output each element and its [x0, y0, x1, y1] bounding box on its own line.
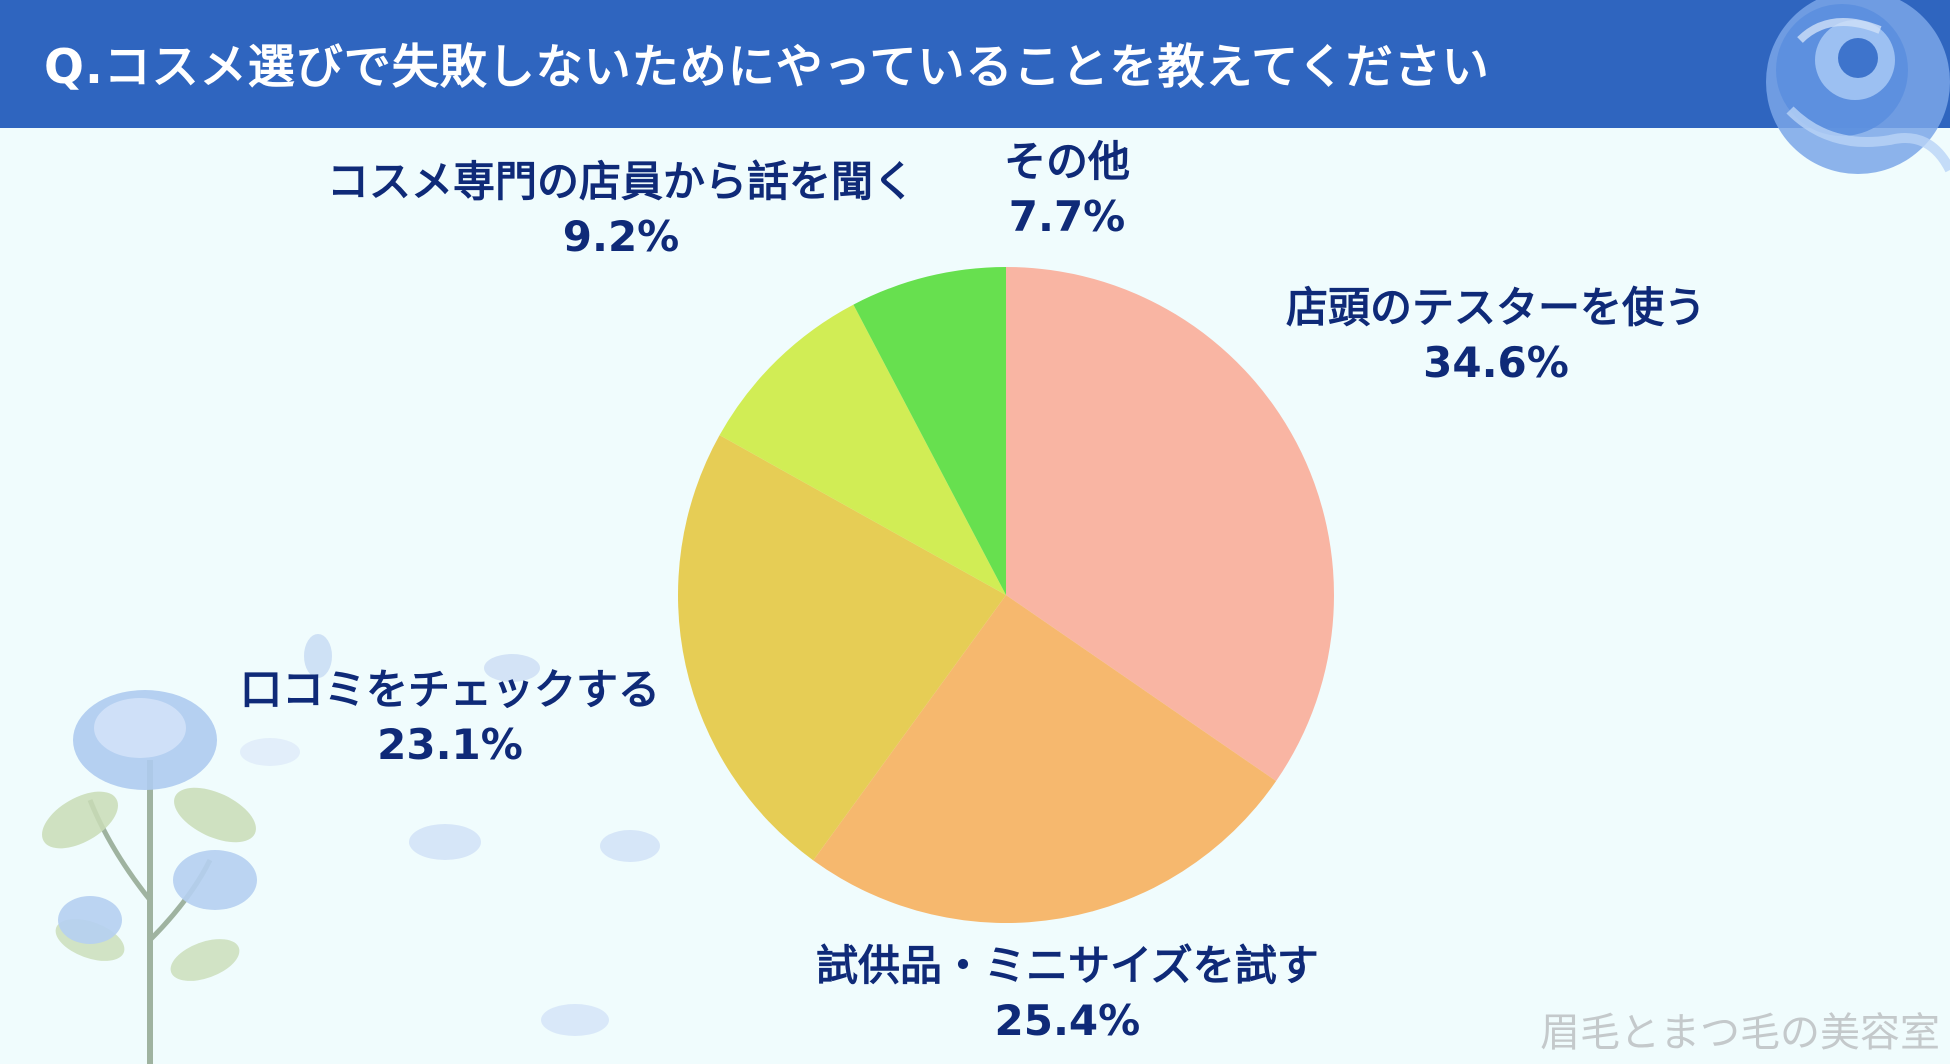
pie-slice-0 [1006, 267, 1334, 782]
slice-label-value: 23.1% [377, 720, 523, 770]
slice-label-name: コスメ専門の店員から話を聞く [327, 157, 916, 206]
chart-title: Q.コスメ選びで失敗しないためにやっていることを教えてください [44, 40, 1490, 95]
pie-slice-3 [719, 304, 1006, 595]
slice-label-1: 試供品・ミニサイズを試す 25.4% [816, 938, 1319, 1049]
blue-rose-top-right-icon [1766, 0, 1950, 174]
pie-slice-1 [813, 595, 1277, 923]
pie-slices [677, 267, 1334, 923]
pie-slice-4 [853, 267, 1006, 595]
watermark: 眉毛とまつ毛の美容室 [1540, 1010, 1940, 1056]
slice-label-value: 7.7% [1008, 192, 1126, 242]
slice-label-name: 店頭のテスターを使う [1286, 283, 1707, 332]
slice-label-name: 口コミをチェックする [240, 665, 661, 714]
pie-slice-2 [677, 435, 1006, 861]
slice-label-value: 34.6% [1423, 338, 1569, 388]
slice-label-3: コスメ専門の店員から話を聞く 9.2% [327, 154, 915, 265]
slice-label-name: その他 [1004, 137, 1131, 186]
slice-label-value: 25.4% [994, 996, 1141, 1046]
slice-label-4: その他 7.7% [1004, 134, 1130, 245]
blue-rose-bottom-left-icon [42, 690, 257, 1064]
slice-label-name: 試供品・ミニサイズを試す [816, 941, 1319, 990]
slice-label-value: 9.2% [562, 212, 680, 262]
slice-label-0: 店頭のテスターを使う 34.6% [1286, 280, 1706, 391]
petal-decoration-icon [240, 634, 660, 1036]
slice-label-2: 口コミをチェックする 23.1% [240, 662, 660, 773]
title-banner: Q.コスメ選びで失敗しないためにやっていることを教えてください [0, 0, 1950, 128]
